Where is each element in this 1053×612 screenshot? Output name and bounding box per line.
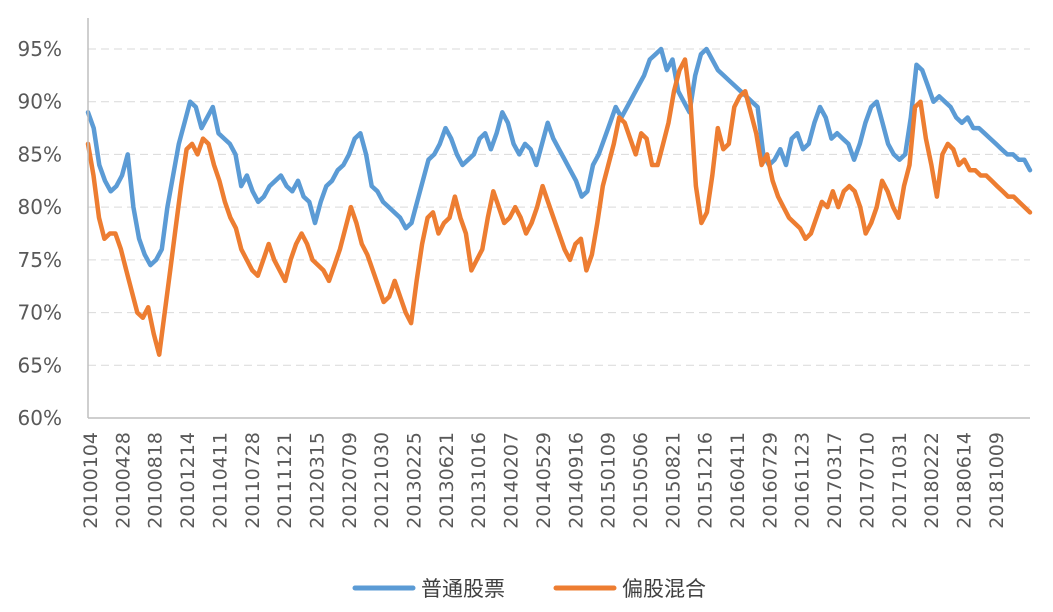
x-tick-label: 20100104: [80, 432, 102, 529]
x-tick-label: 20140207: [501, 432, 523, 529]
x-tick-label: 20170710: [856, 432, 878, 529]
x-tick-label: 20150821: [662, 432, 684, 529]
x-tick-label: 20150506: [630, 432, 652, 529]
x-tick-label: 20131016: [468, 432, 490, 529]
x-tick-label: 20100818: [145, 432, 167, 529]
x-tick-label: 20140529: [533, 432, 555, 529]
y-tick-label: 65%: [18, 353, 62, 377]
series-lines: [85, 46, 1033, 357]
x-tick-label: 20160411: [727, 432, 749, 529]
x-tick-label: 20180614: [953, 432, 975, 529]
x-tick-label: 20150109: [598, 432, 620, 529]
x-tick-label: 20110411: [209, 432, 231, 529]
y-tick-label: 80%: [18, 195, 62, 219]
x-tick-label: 20180222: [921, 432, 943, 529]
legend-label: 偏股混合: [622, 577, 706, 601]
y-tick-label: 90%: [18, 90, 62, 114]
legend-label: 普通股票: [421, 577, 505, 601]
x-tick-label: 20160729: [759, 432, 781, 529]
y-axis-tick-labels: 60% 65% 70% 75% 80% 85% 90% 95%: [18, 37, 62, 430]
legend: 普通股票 偏股混合: [352, 577, 706, 601]
y-tick-label: 85%: [18, 142, 62, 166]
series-line-0: [85, 46, 1033, 268]
x-tick-label: 20170317: [824, 432, 846, 529]
y-tick-label: 70%: [18, 301, 62, 325]
x-tick-label: 20181009: [986, 432, 1008, 529]
gridlines: [88, 48, 1030, 366]
y-tick-label: 95%: [18, 37, 62, 61]
x-tick-label: 20140916: [565, 432, 587, 529]
x-tick-label: 20120315: [306, 432, 328, 529]
x-tick-label: 20111121: [274, 432, 296, 529]
x-tick-label: 20101214: [177, 432, 199, 529]
y-tick-label: 75%: [18, 248, 62, 272]
x-tick-label: 20130621: [436, 432, 458, 529]
x-tick-label: 20130225: [404, 432, 426, 529]
x-tick-label: 20121030: [371, 432, 393, 529]
x-tick-label: 20110728: [242, 432, 264, 529]
x-tick-label: 20161123: [792, 432, 814, 529]
x-tick-label: 20100428: [112, 432, 134, 529]
x-tick-label: 20171031: [889, 432, 911, 529]
x-axis-tick-labels: 20100104 20100428 20100818 20101214 20110411…: [80, 432, 1008, 529]
y-tick-label: 60%: [18, 406, 62, 430]
x-tick-label: 20151216: [695, 432, 717, 529]
series-line-1: [85, 57, 1033, 357]
x-tick-label: 20120709: [339, 432, 361, 529]
